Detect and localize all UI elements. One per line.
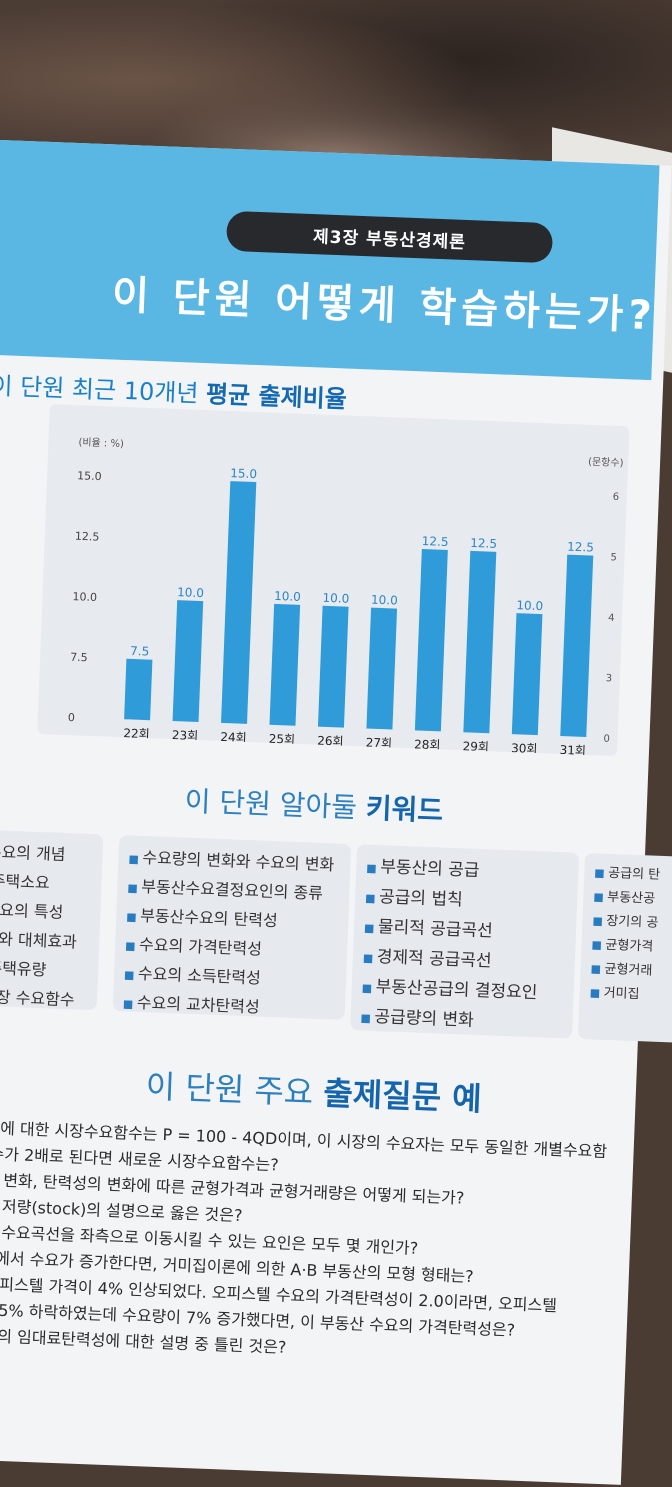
right-tick-label: 6 [613,492,620,503]
bar-chart: (비율 : %) (문항수) 0 0 7.5 3 10.0 4 12.5 5 15.0 6 7.5 22회… [68,436,624,757]
book-page: 제3장 부동산경제론 이 단원 어떻게 학습하는가? 이 단원 최근 10개년 … [0,140,672,1485]
section-average-highlight: 평균 출제비율 [205,380,348,414]
data-label: 10.0 [371,593,398,608]
data-label: 10.0 [516,598,543,613]
questions-title-highlight: 출제질문 예 [322,1074,483,1119]
questions-title-plain: 이 단원 주요 [145,1067,325,1113]
x-tick-year: ('15년) [312,751,348,756]
bar [124,658,153,721]
data-label: 10.0 [274,589,301,604]
keyword-col1-item: 부동산수요의 개념 [0,840,66,865]
bar [560,554,594,737]
keyword-column-2: 수요량의 변화와 수요의 변화부동산수요결정요인의 종류부동산수요의 탄력성수요… [112,835,352,1020]
x-tick-round: 27회 [365,735,392,750]
x-tick-round: 31회 [559,743,586,756]
unit-title-highlight: 학습하는가? [418,284,658,340]
bar [414,548,448,732]
y-tick-label: 12.5 [75,530,100,544]
y-tick-label: 7.5 [70,651,88,665]
keyword-col1-item: 부동산시장 수요함수 [0,985,75,1010]
bar [366,607,398,730]
keywords-title-plain: 이 단원 알아둘 [184,784,367,825]
data-label: 12.5 [470,536,497,551]
header-band: 제3장 부동산경제론 이 단원 어떻게 학습하는가? [0,140,660,381]
section-average-plain: 이 단원 최근 10개년 [0,371,207,409]
x-tick-year: ('12년) [166,746,202,756]
keyword-column-3: 부동산의 공급공급의 법칙물리적 공급곡선경제적 공급곡선부동산공급의 결정요인… [350,844,580,1039]
x-tick-year: ('14년) [263,750,299,757]
x-tick-round: 28회 [414,737,441,752]
x-tick-round: 24회 [220,730,247,745]
keywords-title: 이 단원 알아둘 키워드 [184,780,444,830]
x-tick-round: 22회 [123,726,150,741]
bar [221,481,257,724]
chapter-label: 제3장 부동산경제론 [225,210,554,264]
question-list: 부동산에 대한 시장수요함수는 P = 100 - 4QD이며, 이 시장의 수… [0,1114,656,1375]
right-tick-label: 4 [608,613,615,624]
questions-title: 이 단원 주요 출제질문 예 [145,1061,483,1120]
right-tick-label: 5 [610,552,617,563]
x-tick-year: ('17년) [409,755,445,756]
right-tick-label: 3 [606,673,613,684]
x-tick-year: ('11년) [118,744,154,756]
bar [269,603,301,726]
unit-title: 이 단원 어떻게 학습하는가? [111,262,657,341]
bar [317,605,349,728]
bar [172,600,204,723]
x-tick-year: ('13년) [215,748,251,756]
y-tick-label: 0 [68,711,75,724]
x-tick-round: 26회 [317,734,344,749]
data-label: 15.0 [230,466,257,481]
keyword-col1-item: 소득효과와 대체효과 [0,927,78,952]
unit-title-plain: 이 단원 어떻게 [111,272,421,331]
data-label: 12.5 [422,534,449,549]
chart-panel: (비율 : %) (문항수) 0 0 7.5 3 10.0 4 12.5 5 15.0 6 7.5 22회… [37,404,630,757]
data-label: 10.0 [322,591,349,606]
x-tick-round: 29회 [462,739,489,754]
keyword-col4-item: 거미집 [589,981,672,1009]
keyword-col1-item: 부동산수요의 특성 [0,898,64,922]
right-unit-label: (문항수) [588,456,624,469]
x-tick-round: 25회 [269,732,296,747]
x-tick-round: 30회 [511,741,538,756]
x-tick-year: ('16년) [360,753,396,756]
keyword-col1-item: 수요와 주택소요 [0,869,51,893]
x-tick-round: 23회 [172,728,199,743]
data-label: 12.5 [567,540,594,555]
bar [511,613,543,736]
data-label: 10.0 [177,585,204,600]
keywords-title-highlight: 키워드 [365,791,444,828]
data-label: 7.5 [130,644,150,659]
y-tick-label: 15.0 [77,469,102,483]
keyword-column-4: 공급의 탄부동산공장기의 공균형가격균형거래거미집 [577,852,672,1044]
y-unit-label: (비율 : %) [78,436,124,450]
bar [463,550,497,734]
y-tick-label: 10.0 [72,590,97,604]
right-tick-label: 0 [603,734,610,745]
